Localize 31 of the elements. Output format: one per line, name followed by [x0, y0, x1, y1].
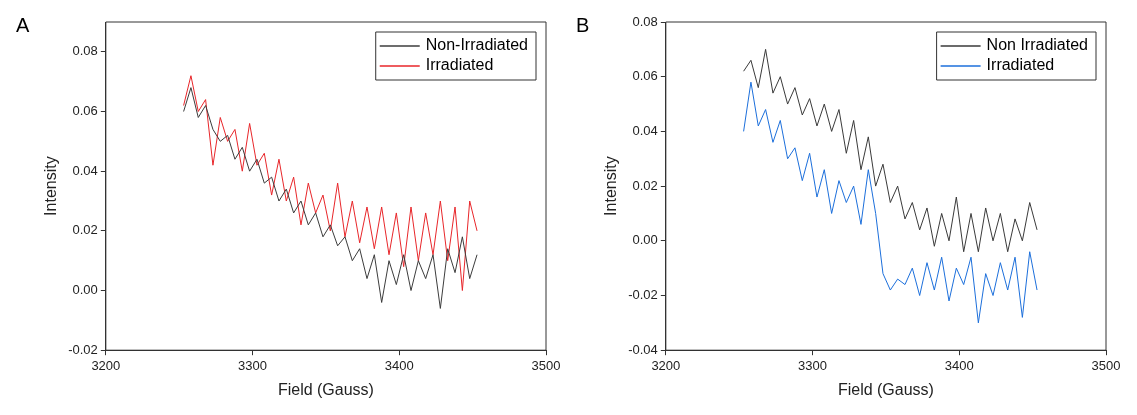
x-axis-title: Field (Gauss) — [837, 380, 934, 398]
x-tick-label: 3400 — [944, 357, 974, 373]
y-axis-title: Intensity — [42, 156, 60, 216]
x-tick-label: 3500 — [531, 357, 561, 373]
y-axis-title: Intensity — [602, 156, 620, 216]
legend-label: Non-Irradiated — [425, 36, 529, 54]
y-tick-label: 0.06 — [632, 68, 658, 84]
x-tick-label: 3400 — [384, 357, 414, 373]
y-tick-label: 0.02 — [632, 177, 658, 193]
y-tick-label: -0.02 — [628, 287, 658, 303]
y-tick-label: 0.06 — [72, 103, 98, 119]
chart-title: B — [576, 13, 590, 36]
x-axis-title: Field (Gauss) — [277, 380, 374, 398]
y-tick-label: -0.02 — [68, 341, 98, 357]
legend-label: Irradiated — [425, 56, 494, 74]
x-tick-label: 3300 — [798, 357, 828, 373]
y-tick-label: 0.00 — [72, 282, 98, 298]
y-tick-label: 0.02 — [72, 222, 98, 238]
y-tick-label: 0.04 — [72, 162, 98, 178]
y-tick-label: 0.08 — [72, 43, 98, 59]
y-tick-label: -0.04 — [628, 341, 658, 357]
legend-label: Non Irradiated — [986, 36, 1088, 54]
x-tick-label: 3200 — [651, 357, 681, 373]
x-tick-label: 3500 — [1091, 357, 1121, 373]
x-tick-label: 3200 — [91, 357, 121, 373]
y-tick-label: 0.04 — [632, 122, 658, 138]
x-tick-label: 3300 — [238, 357, 268, 373]
y-tick-label: 0.00 — [632, 232, 658, 248]
chart-title: A — [16, 13, 30, 36]
legend-label: Irradiated — [986, 56, 1055, 74]
y-tick-label: 0.08 — [632, 13, 658, 29]
